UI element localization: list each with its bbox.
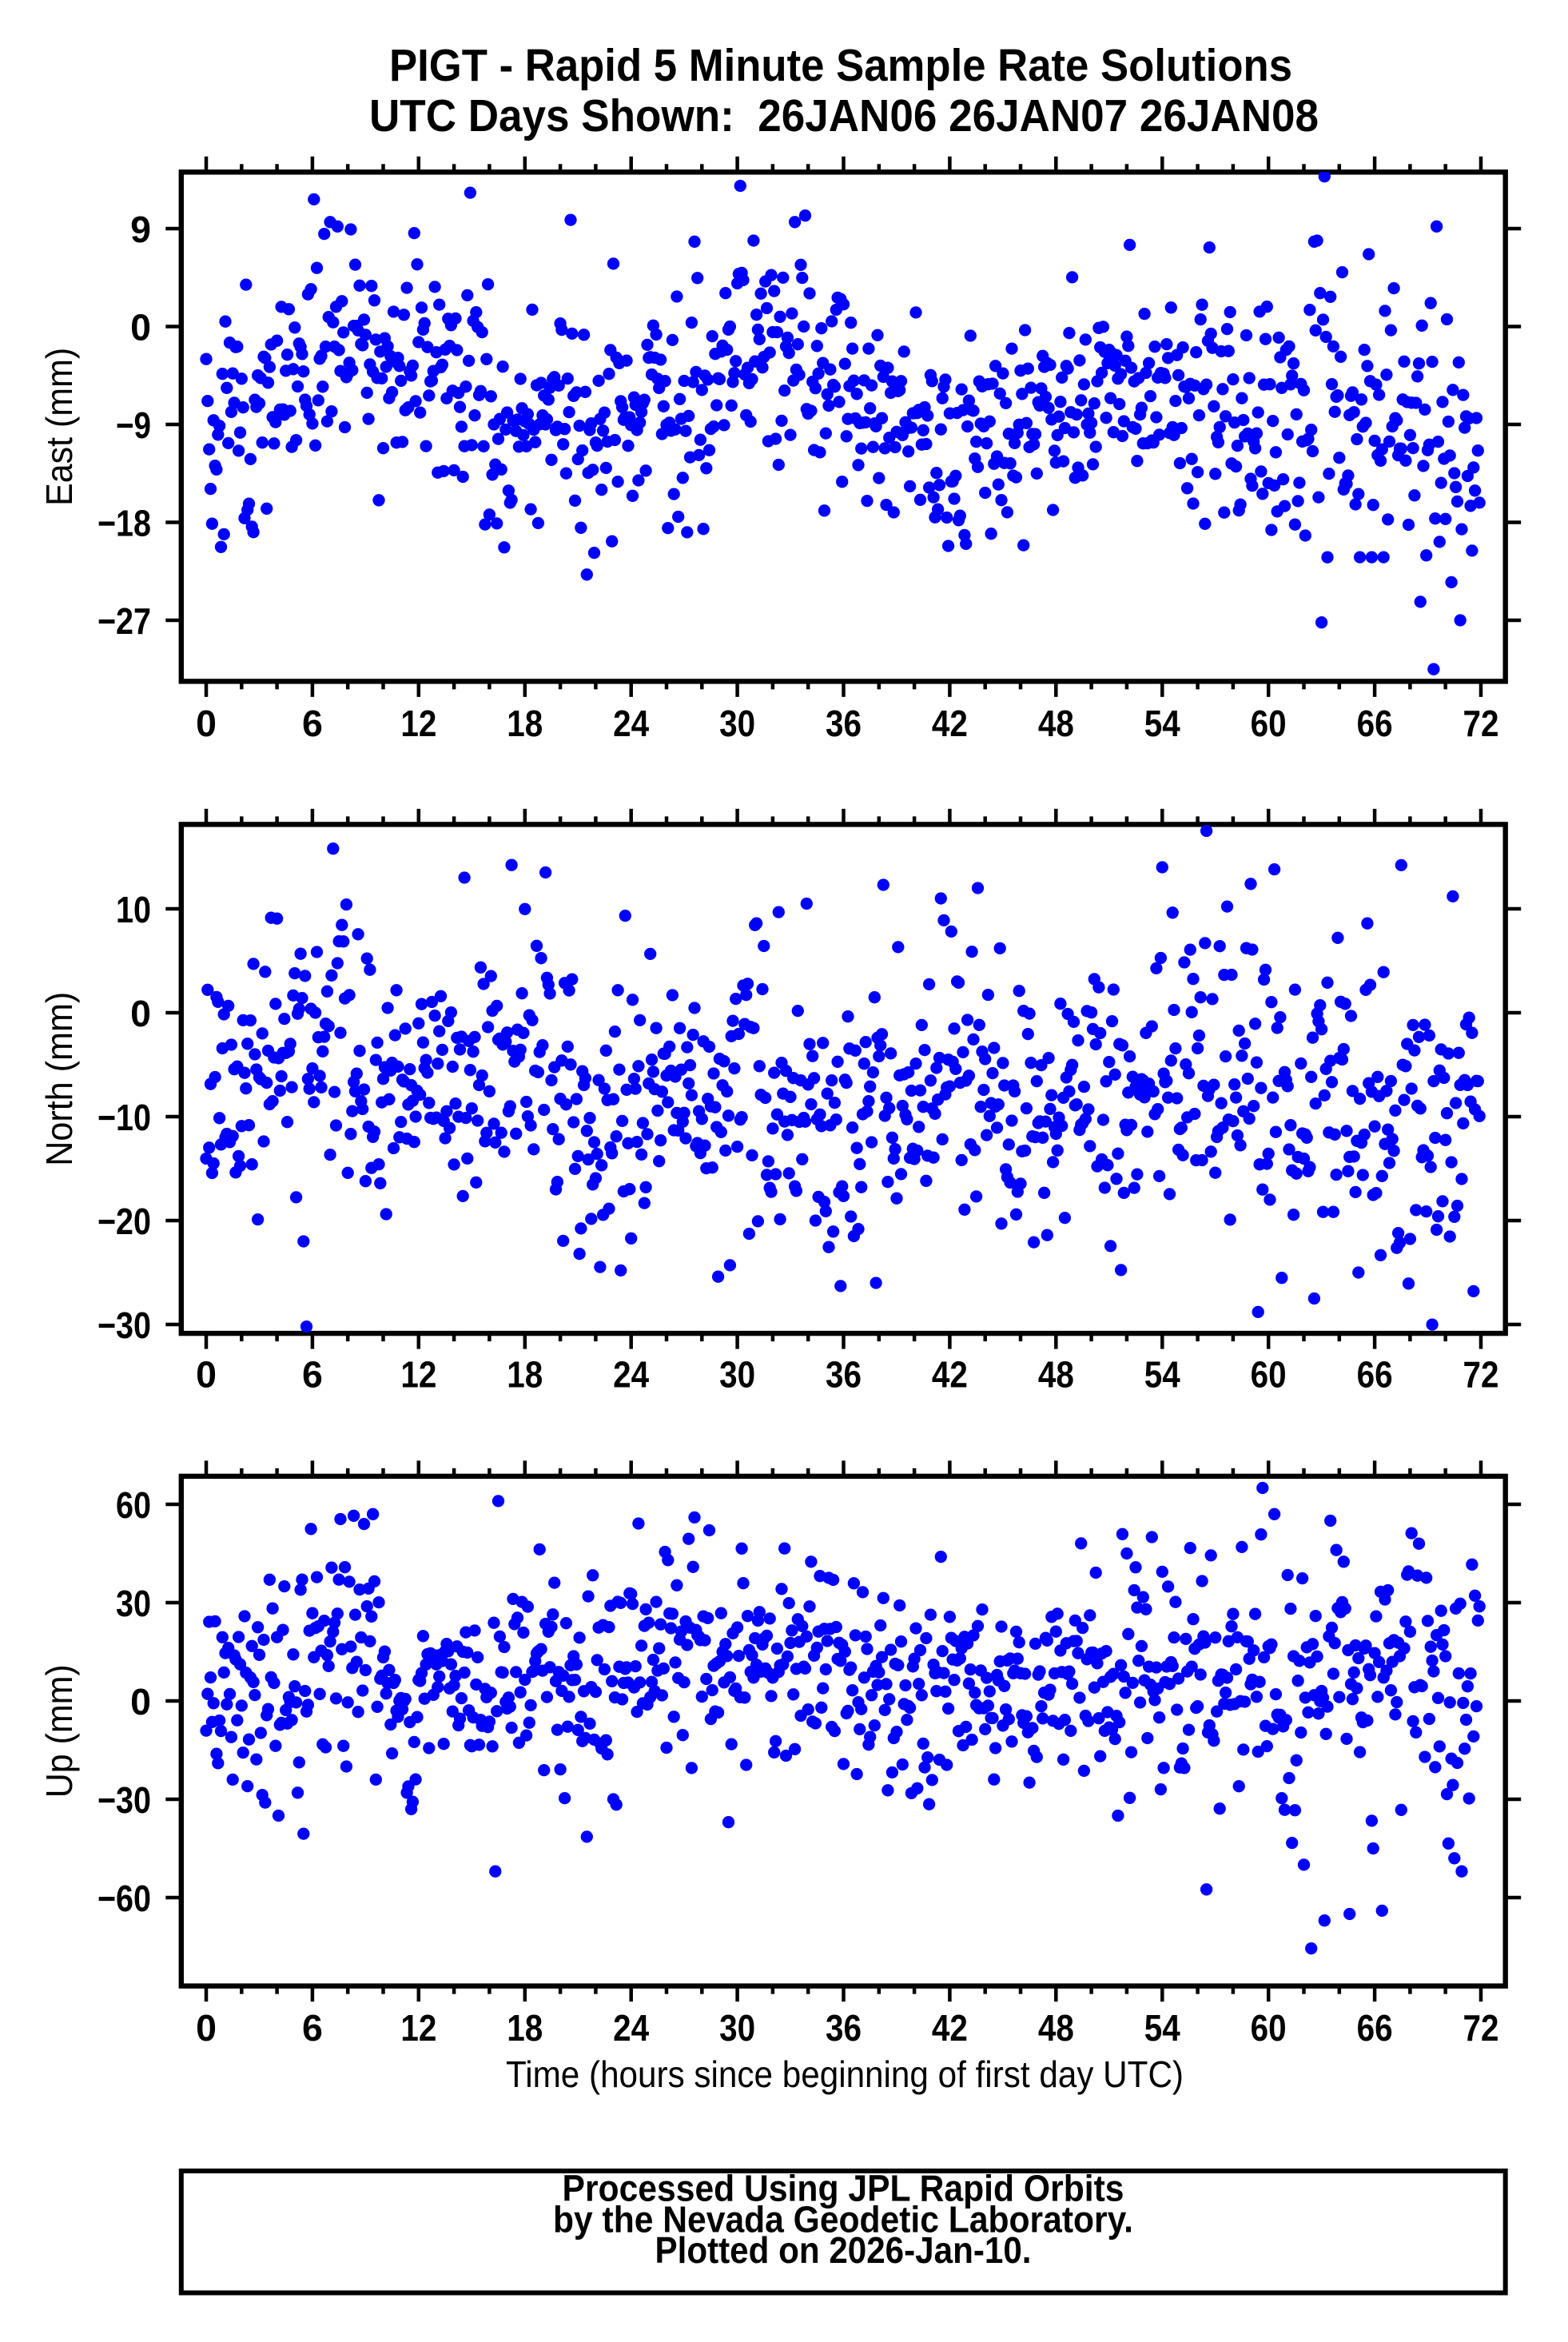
svg-text:66: 66 bbox=[1357, 2007, 1393, 2049]
svg-text:42: 42 bbox=[932, 1354, 968, 1396]
svg-text:54: 54 bbox=[1144, 703, 1180, 744]
svg-text:24: 24 bbox=[613, 1354, 649, 1396]
svg-text:UTC Days Shown: 26JAN06 26JAN: UTC Days Shown: 26JAN06 26JAN07 26JAN08 bbox=[369, 90, 1319, 141]
svg-text:48: 48 bbox=[1038, 1354, 1074, 1396]
svg-text:PIGT - Rapid 5 Minute Sample R: PIGT - Rapid 5 Minute Sample Rate Soluti… bbox=[389, 40, 1292, 90]
svg-text:36: 36 bbox=[826, 703, 862, 744]
svg-text:12: 12 bbox=[400, 1354, 436, 1396]
svg-text:Processed Using JPL Rapid Orbi: Processed Using JPL Rapid Orbits bbox=[563, 2167, 1124, 2209]
svg-text:66: 66 bbox=[1357, 1354, 1393, 1396]
svg-text:60: 60 bbox=[1251, 1354, 1287, 1396]
svg-text:0: 0 bbox=[130, 1681, 151, 1723]
svg-text:24: 24 bbox=[613, 2007, 649, 2049]
svg-text:42: 42 bbox=[932, 2007, 968, 2049]
svg-text:18: 18 bbox=[507, 1354, 543, 1396]
svg-text:−18: −18 bbox=[98, 502, 151, 544]
svg-text:54: 54 bbox=[1144, 1354, 1180, 1396]
svg-text:48: 48 bbox=[1038, 2007, 1074, 2049]
svg-text:0: 0 bbox=[130, 993, 151, 1034]
svg-text:−9: −9 bbox=[116, 404, 151, 446]
svg-text:0: 0 bbox=[130, 307, 151, 349]
svg-text:−30: −30 bbox=[98, 1304, 151, 1346]
svg-text:36: 36 bbox=[826, 1354, 862, 1396]
svg-text:72: 72 bbox=[1463, 1354, 1499, 1396]
svg-text:0: 0 bbox=[196, 2007, 217, 2049]
svg-text:6: 6 bbox=[302, 703, 323, 744]
svg-text:by the Nevada Geodetic Laborat: by the Nevada Geodetic Laboratory. bbox=[553, 2198, 1133, 2240]
svg-text:18: 18 bbox=[507, 703, 543, 744]
svg-text:30: 30 bbox=[719, 1354, 755, 1396]
svg-text:−60: −60 bbox=[98, 1878, 151, 1919]
svg-text:0: 0 bbox=[196, 703, 217, 744]
svg-text:66: 66 bbox=[1357, 703, 1393, 744]
svg-text:−10: −10 bbox=[98, 1097, 151, 1138]
svg-text:0: 0 bbox=[196, 1354, 217, 1396]
svg-text:72: 72 bbox=[1463, 703, 1499, 744]
svg-text:−20: −20 bbox=[98, 1201, 151, 1242]
svg-text:Plotted on 2026-Jan-10.: Plotted on 2026-Jan-10. bbox=[655, 2229, 1032, 2271]
svg-text:54: 54 bbox=[1144, 2007, 1180, 2049]
svg-text:10: 10 bbox=[116, 889, 151, 930]
svg-text:Time (hours since beginning of: Time (hours since beginning of first day… bbox=[506, 2053, 1184, 2095]
svg-text:Up (mm): Up (mm) bbox=[38, 1664, 80, 1798]
svg-text:9: 9 bbox=[130, 209, 151, 250]
svg-text:24: 24 bbox=[613, 703, 649, 744]
svg-text:18: 18 bbox=[507, 2007, 543, 2049]
svg-text:−27: −27 bbox=[98, 600, 151, 642]
svg-text:36: 36 bbox=[826, 2007, 862, 2049]
svg-text:12: 12 bbox=[400, 2007, 436, 2049]
svg-text:East (mm): East (mm) bbox=[38, 348, 80, 506]
svg-text:6: 6 bbox=[302, 2007, 323, 2049]
svg-text:−30: −30 bbox=[98, 1779, 151, 1821]
svg-text:30: 30 bbox=[116, 1583, 151, 1624]
svg-text:48: 48 bbox=[1038, 703, 1074, 744]
svg-text:72: 72 bbox=[1463, 2007, 1499, 2049]
svg-text:30: 30 bbox=[719, 2007, 755, 2049]
svg-text:North (mm): North (mm) bbox=[38, 992, 80, 1166]
svg-text:12: 12 bbox=[400, 703, 436, 744]
svg-text:42: 42 bbox=[932, 703, 968, 744]
svg-text:60: 60 bbox=[1251, 703, 1287, 744]
svg-text:30: 30 bbox=[719, 703, 755, 744]
svg-text:60: 60 bbox=[116, 1484, 151, 1526]
svg-text:60: 60 bbox=[1251, 2007, 1287, 2049]
svg-text:6: 6 bbox=[302, 1354, 323, 1396]
